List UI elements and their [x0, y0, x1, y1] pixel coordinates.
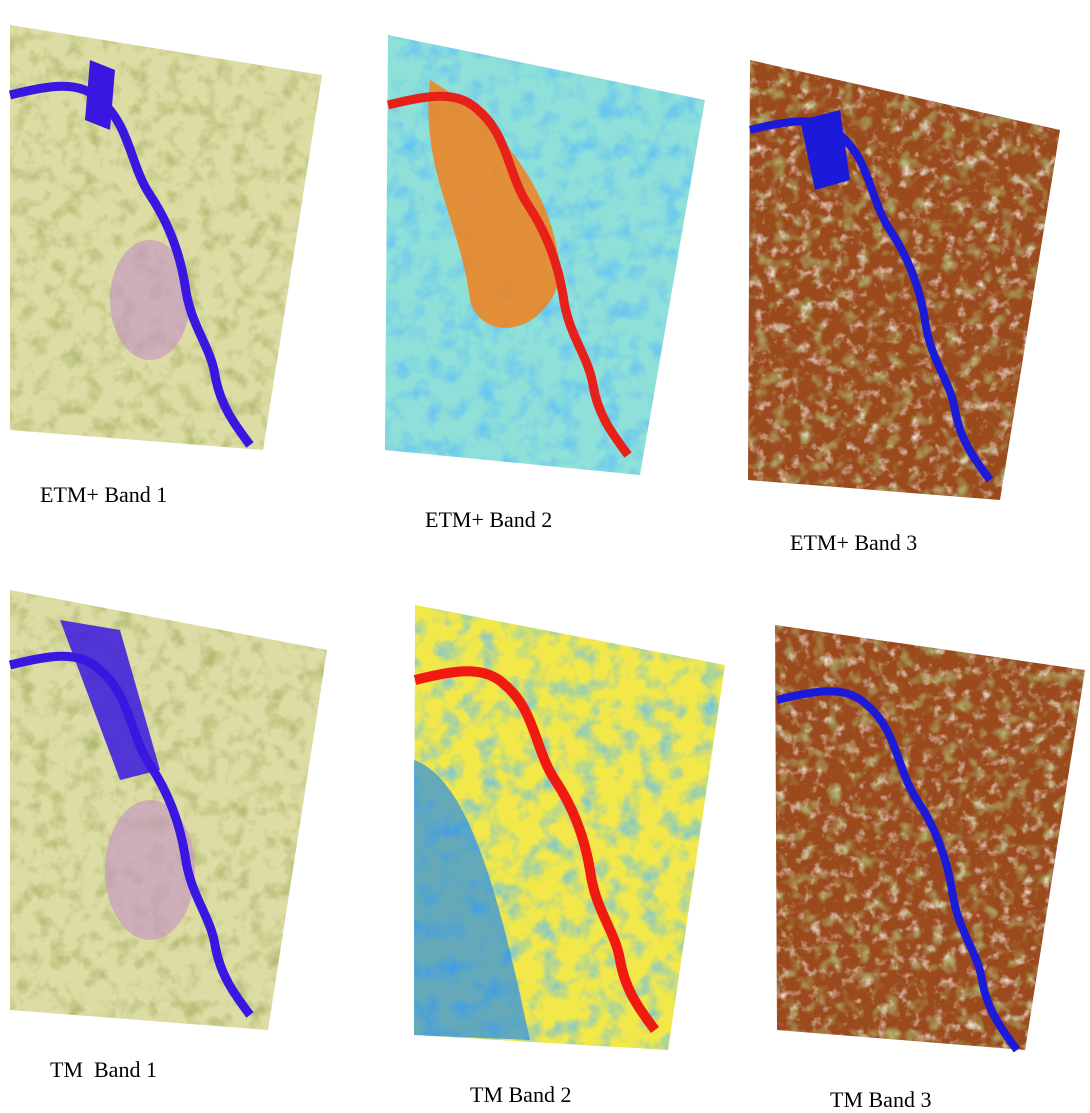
image-tm-band2	[414, 605, 725, 1050]
figure: ETM+ Band 1 ETM+ Band 2 ETM+ Band 3 TM B…	[0, 0, 1090, 1113]
image-etm-band3	[748, 60, 1060, 500]
caption: TM Band 3	[830, 1087, 931, 1112]
caption: ETM+ Band 1	[40, 482, 167, 507]
image-etm-band2	[385, 35, 705, 475]
caption: ETM+ Band 2	[425, 507, 552, 532]
image-tm-band1	[10, 590, 327, 1030]
caption: ETM+ Band 3	[790, 530, 917, 555]
caption: TM Band 2	[470, 1082, 571, 1107]
caption: TM Band 1	[50, 1057, 157, 1082]
image-tm-band3	[775, 625, 1085, 1050]
image-etm-band1	[10, 25, 322, 450]
